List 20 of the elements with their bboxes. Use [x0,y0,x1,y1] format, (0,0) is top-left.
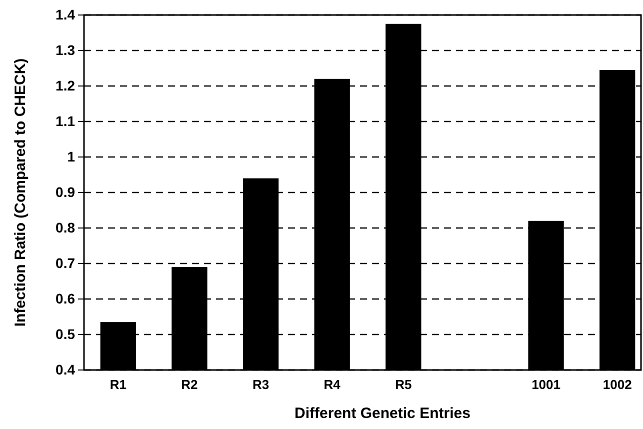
x-tick-label: R4 [324,377,342,392]
y-tick-label: 1 [67,148,76,164]
y-tick-label: 1.3 [56,42,76,58]
x-tick-label: R5 [395,377,412,392]
y-tick-label: 0.7 [56,254,76,271]
y-tick-label: 1.2 [56,77,76,94]
x-tick-label: R1 [110,377,126,392]
y-tick-label: 0.5 [56,326,76,342]
y-tick-label: 0.8 [56,219,76,236]
y-tick-label: 0.4 [56,361,76,378]
x-tick-label: R3 [252,377,270,392]
y-tick-label: 1.4 [56,6,76,22]
y-tick-label: 0.9 [56,184,76,200]
y-tick-label: 0.6 [56,290,76,306]
x-tick-label: 1002 [602,377,632,392]
x-tick-label: 1001 [532,377,560,392]
y-tick-label: 1.1 [56,112,76,129]
x-axis-title: Different Genetic Entries [294,405,470,422]
y-axis-title: Infection Ratio (Compared to CHECK) [12,58,29,327]
x-tick-label: R2 [181,377,198,392]
